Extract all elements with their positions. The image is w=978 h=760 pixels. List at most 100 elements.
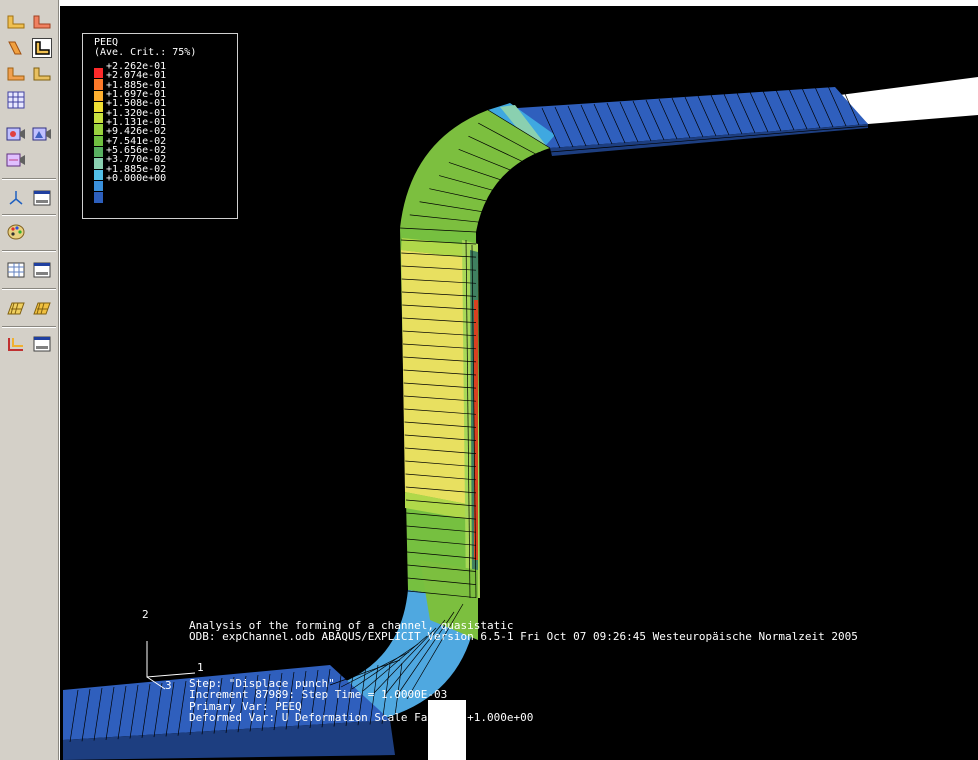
mesh-edge (736, 92, 756, 134)
mesh-edge (403, 395, 477, 402)
color-palette-icon[interactable] (6, 222, 26, 242)
mesh-edge (814, 86, 834, 128)
mesh-edge (402, 317, 477, 323)
toolbox-separator (2, 326, 56, 328)
mesh-edge (165, 681, 175, 737)
contour-plot-icon[interactable] (6, 298, 26, 318)
mesh-edge (401, 265, 477, 271)
mesh-edge (404, 408, 477, 415)
display-window-icon[interactable] (32, 188, 52, 208)
triad-y-label: 2 (142, 608, 149, 621)
legend-swatch (94, 79, 103, 91)
toolbox-row (6, 298, 52, 318)
mesh-edge (401, 278, 477, 284)
mesh-edge (351, 643, 419, 690)
mesh-edge (567, 105, 587, 147)
legend-swatch (94, 135, 103, 148)
element-display-icon[interactable] (6, 12, 26, 32)
mesh-edge (201, 678, 211, 735)
camera-icon[interactable] (6, 124, 26, 144)
legend-label: +1.885e-01 (106, 79, 167, 91)
node-display-icon[interactable] (6, 38, 26, 58)
report-window-icon[interactable] (32, 334, 52, 354)
mesh-edge (189, 679, 199, 736)
mesh-edge (405, 473, 477, 481)
mesh-icon[interactable] (6, 90, 26, 110)
element-edge-icon[interactable] (32, 38, 52, 58)
legend-swatch (94, 158, 103, 170)
legend-swatch (94, 192, 103, 204)
coordinate-triad (146, 641, 196, 690)
mesh-edge (723, 93, 743, 135)
legend-swatches (94, 68, 103, 204)
mesh-edge (749, 91, 769, 133)
legend-swatch (94, 180, 103, 193)
top-flange (488, 87, 868, 148)
mesh-edge (213, 677, 223, 734)
camera-3-icon[interactable] (6, 150, 26, 170)
mesh-edge (225, 676, 235, 733)
increment-info: Increment 87989: Step Time = 1.0000E-03 (189, 688, 448, 701)
mesh-edge (671, 97, 691, 139)
camera-2-icon[interactable] (32, 124, 52, 144)
mesh-edge (117, 685, 127, 740)
mesh-edge (606, 102, 626, 144)
mesh-edge (153, 682, 163, 738)
toolbox-row (6, 38, 52, 58)
mesh-edge (468, 135, 534, 167)
legend-swatch (94, 113, 103, 125)
legend-label: +1.885e-02 (106, 163, 167, 175)
element-feature-icon[interactable] (32, 64, 52, 84)
legend-label: +1.508e-01 (106, 98, 167, 110)
toolbox-row (6, 260, 52, 280)
toolbox-separator (2, 250, 56, 252)
legend-swatch (94, 147, 103, 159)
mesh-edge (619, 101, 639, 143)
mesh-edge (357, 665, 367, 726)
mesh-edge (309, 669, 319, 729)
mesh-edge (333, 667, 343, 727)
mesh-edge (403, 382, 477, 389)
legend-label: +2.074e-01 (106, 70, 167, 82)
mesh-edge (141, 683, 151, 738)
element-face-icon[interactable] (6, 64, 26, 84)
toolbox-row (6, 150, 26, 170)
mesh-edge (402, 343, 477, 350)
mesh-edge (775, 89, 795, 131)
toolbox-row (6, 188, 52, 208)
mesh-edge (404, 447, 477, 454)
mesh-lines (69, 84, 869, 743)
mesh-edge (405, 460, 477, 468)
deformed-variable: Deformed Var: U Deformation Scale Factor… (189, 711, 534, 724)
mesh-edge (554, 106, 574, 148)
mesh-edge (362, 635, 428, 692)
legend-swatch (94, 68, 103, 80)
mesh-edge (405, 499, 477, 507)
mesh-edge (401, 291, 477, 297)
mesh-edge (549, 125, 869, 153)
table-icon[interactable] (6, 260, 26, 280)
step-name: Step: "Displace punch" (189, 677, 335, 690)
mesh-edge (393, 662, 403, 724)
mesh-edge (487, 109, 551, 149)
mesh-edge (762, 90, 782, 132)
mesh-edge (399, 227, 477, 233)
triad-icon[interactable] (6, 188, 26, 208)
toolbox-row (6, 12, 52, 32)
mesh-edge (409, 214, 485, 224)
visualization-toolbox (0, 0, 59, 760)
mesh-edge (406, 538, 477, 546)
mesh-edge (407, 577, 477, 585)
legend-swatch (94, 169, 103, 181)
mesh-edge (369, 664, 379, 725)
mesh-edge (373, 627, 437, 694)
element-display-2-icon[interactable] (32, 12, 52, 32)
deformed-shape-icon[interactable] (32, 298, 52, 318)
xy-plot-icon[interactable] (6, 334, 26, 354)
mesh-edge (801, 87, 821, 129)
legend-label: +0.000e+00 (106, 173, 167, 185)
mesh-edge (400, 239, 477, 245)
mesh-edge (81, 688, 91, 742)
window-options-icon[interactable] (32, 260, 52, 280)
mesh-edge (405, 486, 477, 494)
